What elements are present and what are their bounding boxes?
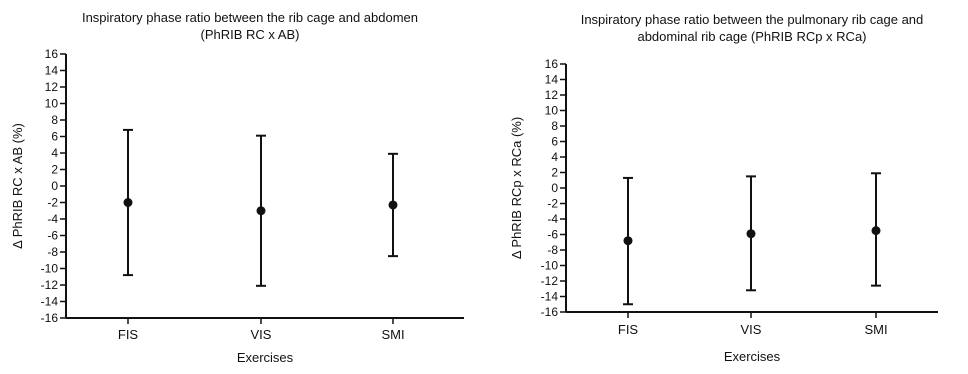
chart2-y-tick-label: 12 bbox=[545, 88, 559, 102]
chart1-category-label: FIS bbox=[118, 327, 139, 342]
chart1-mean-point-smi bbox=[388, 200, 398, 210]
chart2-title-line-2: abdominal rib cage (PhRIB RCp x RCa) bbox=[637, 29, 866, 44]
chart2-y-tick-label: -6 bbox=[547, 228, 558, 242]
chart2-y-axis-label: Δ PhRIB RCp x RCa (%) bbox=[509, 117, 524, 259]
chart2-y-tick-label: -8 bbox=[547, 243, 558, 257]
chart2-title-line-1: Inspiratory phase ratio between the pulm… bbox=[581, 12, 924, 27]
chart2-mean-point-smi bbox=[871, 226, 881, 236]
chart2-y-tick-label: -4 bbox=[547, 212, 558, 226]
chart2-y-tick-label: -14 bbox=[541, 290, 559, 304]
chart2-y-tick-label: -10 bbox=[541, 259, 559, 273]
chart2-y-tick-label: 6 bbox=[551, 135, 558, 149]
chart1-y-tick-label: 14 bbox=[45, 64, 59, 78]
chart1-y-tick-label: -8 bbox=[47, 245, 58, 259]
chart2-y-tick-label: 14 bbox=[545, 73, 559, 87]
chart1-y-tick-label: 12 bbox=[45, 80, 59, 94]
chart1-mean-point-vis bbox=[256, 206, 266, 216]
chart1-y-tick-label: 6 bbox=[51, 130, 58, 144]
chart1-y-tick-label: -12 bbox=[41, 278, 59, 292]
chart2-y-tick-label: -16 bbox=[541, 305, 559, 319]
chart2-category-label: VIS bbox=[741, 322, 762, 337]
chart2-y-tick-label: 4 bbox=[551, 150, 558, 164]
chart1-category-label: VIS bbox=[251, 327, 272, 342]
chart2-y-tick-label: -2 bbox=[547, 197, 558, 211]
chart1-y-tick-label: 2 bbox=[51, 163, 58, 177]
chart1-y-tick-label: -16 bbox=[41, 311, 59, 325]
chart2-y-tick-label: 8 bbox=[551, 119, 558, 133]
chart1-y-tick-label: 10 bbox=[45, 97, 59, 111]
chart1-y-tick-label: -6 bbox=[47, 229, 58, 243]
chart2-category-label: SMI bbox=[864, 322, 887, 337]
chart2-y-tick-label: 16 bbox=[545, 57, 559, 71]
chart1-mean-point-fis bbox=[123, 198, 133, 207]
chart1-y-axis-label: Δ PhRIB RC x AB (%) bbox=[10, 123, 25, 249]
chart1-y-tick-label: 8 bbox=[51, 113, 58, 127]
chart1-y-tick-label: -10 bbox=[41, 262, 59, 276]
chart1-y-tick-label: 4 bbox=[51, 146, 58, 160]
chart2-mean-point-vis bbox=[746, 229, 756, 239]
chart2-y-tick-label: 0 bbox=[551, 181, 558, 195]
chart2-y-tick-label: -12 bbox=[541, 274, 559, 288]
chart1-y-tick-label: 16 bbox=[45, 47, 59, 61]
chart2-y-tick-label: 2 bbox=[551, 166, 558, 180]
chart1-y-tick-label: 0 bbox=[51, 179, 58, 193]
chart1-y-tick-label: -14 bbox=[41, 295, 59, 309]
chart1-y-tick-label: -2 bbox=[47, 196, 58, 210]
chart1-category-label: SMI bbox=[381, 327, 404, 342]
chart1-title-line-2: (PhRIB RC x AB) bbox=[201, 27, 300, 42]
chart2-x-axis-label: Exercises bbox=[724, 349, 781, 364]
chart1-y-tick-label: -4 bbox=[47, 212, 58, 226]
chart1-title-line-1: Inspiratory phase ratio between the rib … bbox=[82, 10, 418, 25]
chart2-mean-point-fis bbox=[623, 236, 633, 246]
chart1-x-axis-label: Exercises bbox=[237, 350, 294, 365]
chart2-category-label: FIS bbox=[618, 322, 639, 337]
chart2-y-tick-label: 10 bbox=[545, 104, 559, 118]
